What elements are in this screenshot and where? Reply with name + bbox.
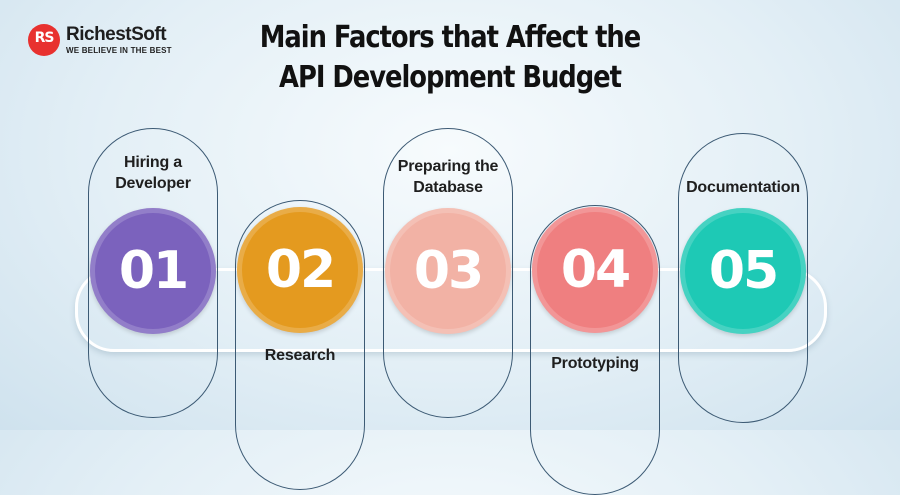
factor-1-label: Hiring a Developer [115, 154, 191, 192]
factor-2-label: Research [264, 347, 336, 364]
factor-5-number: 05 [708, 241, 779, 301]
factor-5-pill [678, 133, 808, 423]
factor-5-circle: 05 [680, 208, 806, 334]
factor-3-pill [383, 128, 513, 418]
factor-5-label: Documentation [686, 179, 800, 196]
factor-2-circle: 02 [237, 207, 363, 333]
factor-3-circle: 03 [385, 208, 511, 334]
factor-1-circle: 01 [90, 208, 216, 334]
factor-3-label: Preparing the Database [397, 158, 499, 196]
title-line-1: Main Factors that Affect the [259, 20, 642, 55]
factor-3-number: 03 [413, 241, 484, 301]
factor-1-pill [88, 128, 218, 418]
brand-logo: RS RichestSoft WE BELIEVE IN THE BEST [28, 22, 178, 56]
factor-4-number: 04 [560, 240, 631, 300]
factor-4-label: Prototyping [551, 355, 639, 372]
title-line-2: API Development Budget [279, 60, 622, 95]
brand-tagline: WE BELIEVE IN THE BEST [66, 46, 172, 55]
factor-2-number: 02 [265, 240, 336, 300]
factor-1-number: 01 [118, 241, 189, 301]
factor-4-circle: 04 [532, 207, 658, 333]
logo-mark-icon: RS [28, 24, 60, 56]
page-title: Main Factors that Affect the API Develop… [235, 18, 665, 98]
brand-name: RichestSoft [66, 24, 167, 45]
